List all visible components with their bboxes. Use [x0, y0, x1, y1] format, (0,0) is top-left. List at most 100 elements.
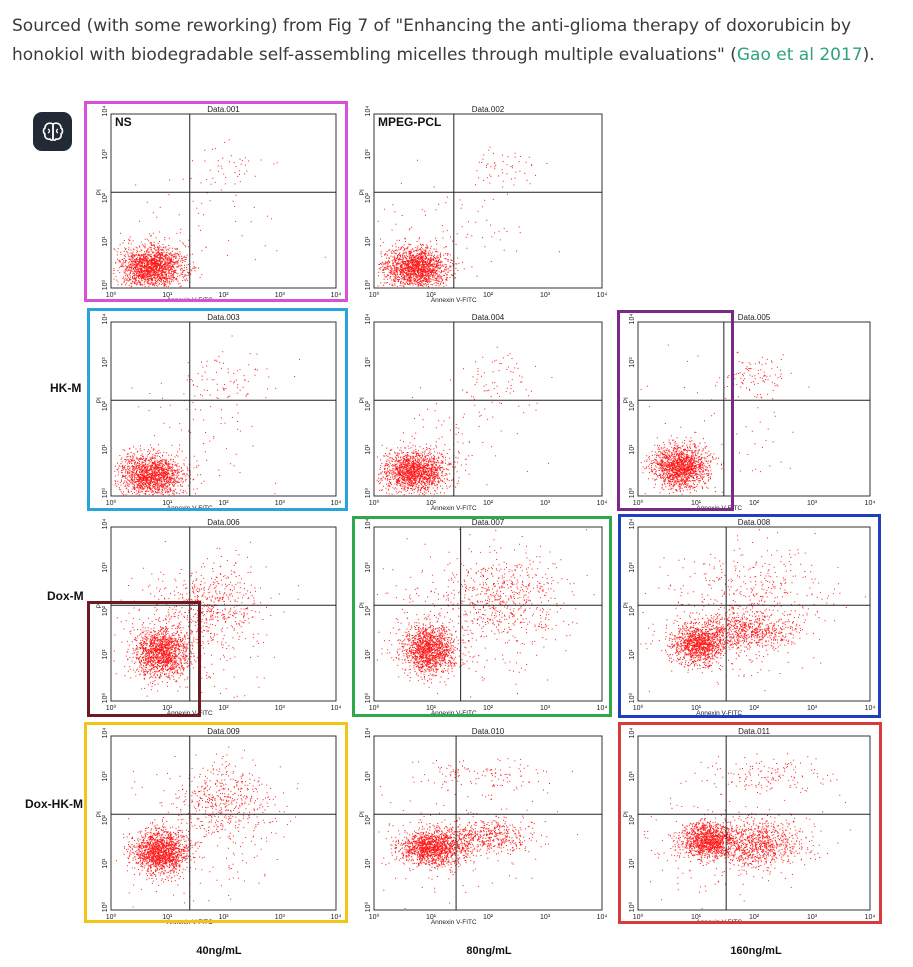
- event-cloud: [378, 758, 579, 909]
- x-tick-label: 10⁰: [369, 704, 380, 712]
- plot-title: Data.011: [738, 727, 770, 736]
- y-tick-label: 10⁴: [365, 519, 372, 530]
- y-tick-label: 10⁰: [364, 280, 372, 291]
- x-tick-label: 10¹: [162, 292, 173, 299]
- y-tick-label: 10⁰: [628, 902, 636, 913]
- y-tick-label: 10¹: [365, 444, 372, 455]
- y-tick-label: 10⁴: [365, 106, 372, 117]
- flow-plot-mpeg-pcl: Data.002 10⁰ 10⁰ 10¹ 10¹ 10² 10² 10³ 10³ 10⁴ 10⁴ An…: [358, 104, 608, 304]
- y-axis-label: PI: [359, 397, 366, 403]
- y-tick-label: 10¹: [365, 236, 372, 247]
- y-tick-label: 10¹: [102, 236, 109, 247]
- x-axis-label: Annexin V-FITC: [696, 710, 742, 717]
- x-tick-label: 10⁴: [597, 500, 608, 507]
- plot-title: Data.008: [738, 518, 771, 527]
- y-tick-label: 10⁴: [102, 519, 109, 530]
- flow-plot-hk-m-160: Data.005 10⁰ 10⁰ 10¹ 10¹ 10² 10² 10³ 10³ 10⁴ 10⁴ An…: [622, 312, 876, 512]
- x-tick-label: 10⁰: [369, 291, 380, 299]
- x-tick-label: 10¹: [426, 500, 437, 507]
- flow-plot-dox-hk-m-40: Data.009 10⁰ 10⁰ 10¹ 10¹ 10² 10² 10³ 10³ 10⁴ 10⁴ An…: [95, 726, 341, 926]
- x-tick-label: 10¹: [162, 500, 173, 507]
- x-tick-label: 10⁴: [865, 500, 876, 507]
- y-tick-label: 10³: [102, 771, 109, 782]
- plot-title: Data.010: [472, 727, 505, 736]
- brain-icon[interactable]: [33, 112, 72, 151]
- x-tick-label: 10³: [275, 914, 286, 921]
- x-tick-label: 10¹: [426, 914, 437, 921]
- x-tick-label: 10³: [540, 292, 551, 299]
- plot-title: Data.009: [207, 727, 240, 736]
- y-tick-label: 10¹: [102, 649, 109, 660]
- y-tick-label: 10⁴: [629, 519, 636, 530]
- x-tick-label: 10⁴: [597, 914, 608, 921]
- y-tick-label: 10⁴: [102, 106, 109, 117]
- x-tick-label: 10¹: [691, 705, 702, 712]
- y-tick-label: 10³: [365, 771, 372, 782]
- x-tick-label: 10³: [807, 914, 818, 921]
- x-tick-label: 10³: [540, 500, 551, 507]
- y-tick-label: 10¹: [365, 858, 372, 869]
- x-tick-label: 10⁰: [106, 499, 117, 507]
- citation-link[interactable]: Gao et al 2017: [736, 45, 863, 65]
- x-axis-label: Annexin V-FITC: [167, 710, 213, 717]
- y-tick-label: 10³: [102, 357, 109, 368]
- plot-frame: [637, 526, 871, 702]
- x-tick-label: 10⁰: [633, 499, 644, 507]
- x-tick-label: 10⁰: [633, 704, 644, 712]
- y-tick-label: 10³: [629, 771, 636, 782]
- event-dots: [376, 528, 595, 698]
- x-tick-label: 10²: [218, 705, 229, 712]
- y-axis-label: PI: [623, 397, 630, 403]
- col-label-160: 160ng/mL: [730, 945, 782, 957]
- flow-plot-ns: Data.001 10⁰ 10⁰ 10¹ 10¹ 10² 10² 10³ 10³ 10⁴ 10⁴ An…: [95, 104, 341, 304]
- x-tick-label: 10¹: [691, 500, 702, 507]
- y-tick-label: 10⁰: [364, 693, 372, 704]
- y-tick-label: 10¹: [629, 649, 636, 660]
- event-cloud: [376, 346, 553, 496]
- x-tick-label: 10⁰: [106, 291, 117, 299]
- x-tick-label: 10²: [483, 500, 494, 507]
- y-axis-label: PI: [359, 189, 366, 195]
- plot-title: Data.004: [472, 313, 505, 322]
- x-axis-label: Annexin V-FITC: [696, 919, 742, 926]
- y-axis-label: PI: [623, 811, 630, 817]
- x-tick-label: 10⁰: [106, 913, 117, 921]
- flow-plot-hk-m-80: Data.004 10⁰ 10⁰ 10¹ 10¹ 10² 10² 10³ 10³ 10⁴ 10⁴ An…: [358, 312, 608, 512]
- plot-frame: [373, 526, 603, 702]
- y-tick-label: 10²: [102, 400, 109, 411]
- y-tick-label: 10³: [629, 562, 636, 573]
- y-tick-label: 10⁰: [628, 488, 636, 499]
- flow-plot-hk-m-40: Data.003 10⁰ 10⁰ 10¹ 10¹ 10² 10² 10³ 10³ 10⁴ 10⁴ An…: [95, 312, 341, 512]
- x-tick-label: 10²: [749, 914, 760, 921]
- y-axis-label: PI: [96, 602, 103, 608]
- plot-title: Data.002: [472, 105, 505, 114]
- y-tick-label: 10¹: [102, 858, 109, 869]
- y-tick-label: 10²: [365, 192, 372, 203]
- x-axis-label: Annexin V-FITC: [431, 710, 477, 717]
- flow-plot-dox-m-40: Data.006 10⁰ 10⁰ 10¹ 10¹ 10² 10² 10³ 10³ 10⁴ 10⁴ An…: [95, 517, 342, 717]
- event-dots: [113, 139, 326, 288]
- x-tick-label: 10¹: [162, 705, 173, 712]
- y-tick-label: 10²: [102, 192, 109, 203]
- y-axis-label: PI: [96, 189, 103, 195]
- x-tick-label: 10⁰: [633, 913, 644, 921]
- x-tick-label: 10³: [807, 705, 818, 712]
- x-tick-label: 10⁴: [597, 292, 608, 299]
- y-tick-label: 10⁴: [102, 728, 109, 739]
- x-tick-label: 10¹: [426, 705, 437, 712]
- x-tick-label: 10¹: [691, 914, 702, 921]
- x-axis-label: Annexin V-FITC: [431, 297, 477, 304]
- plot-frame: [110, 735, 337, 911]
- x-tick-label: 10⁴: [331, 705, 342, 712]
- y-tick-label: 10²: [102, 814, 109, 825]
- event-dots: [113, 541, 300, 698]
- y-tick-label: 10¹: [365, 649, 372, 660]
- x-tick-label: 10²: [483, 914, 494, 921]
- y-tick-label: 10²: [365, 605, 372, 616]
- event-dots: [640, 529, 866, 692]
- x-tick-label: 10¹: [162, 914, 173, 921]
- flow-plot-dox-hk-m-80: Data.010 10⁰ 10⁰ 10¹ 10¹ 10² 10² 10³ 10³ 10⁴ 10⁴ An…: [358, 726, 608, 926]
